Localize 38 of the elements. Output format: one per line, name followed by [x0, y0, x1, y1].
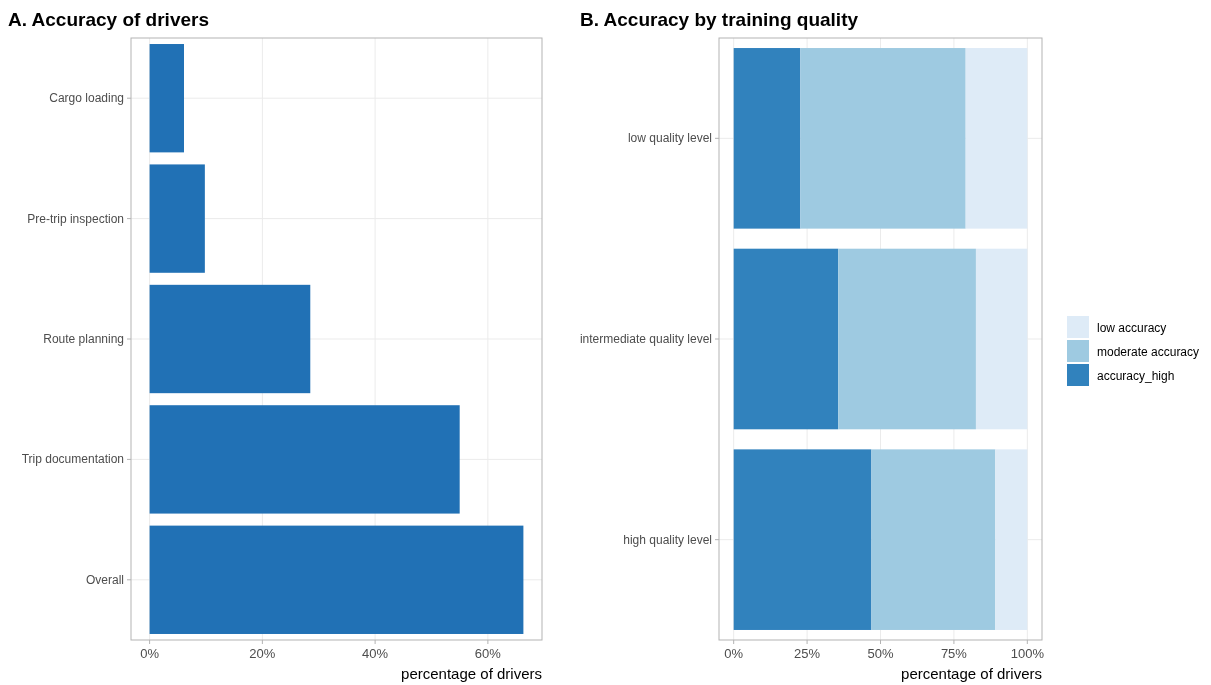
bar — [733, 449, 872, 630]
bar — [800, 48, 966, 229]
bar — [965, 48, 1028, 229]
bar — [733, 48, 801, 229]
x-axis-title: percentage of drivers — [901, 665, 1042, 682]
y-tick-label: Route planning — [43, 332, 124, 346]
chart-title: B. Accuracy by training quality — [580, 9, 859, 30]
bar — [149, 284, 311, 394]
y-tick-label: high quality level — [623, 532, 712, 547]
x-axis-title: percentage of drivers — [401, 665, 542, 682]
x-tick-label: 100% — [1010, 646, 1045, 661]
x-tick-label: 20% — [249, 646, 276, 661]
bar — [838, 248, 976, 430]
bar — [871, 449, 996, 630]
x-tick-label: 25% — [794, 646, 821, 661]
bar — [975, 248, 1028, 430]
y-tick-label: low quality level — [627, 131, 712, 146]
x-tick-label: 75% — [940, 646, 968, 661]
x-tick-label: 40% — [362, 646, 389, 661]
bar — [149, 164, 205, 273]
x-tick-label: 60% — [474, 646, 502, 661]
bar — [149, 525, 524, 634]
bar — [149, 405, 460, 514]
chart-title: A. Accuracy of drivers — [8, 9, 209, 30]
bar — [733, 248, 839, 430]
legend-label: moderate accuracy — [1097, 345, 1200, 359]
x-tick-label: 0% — [140, 646, 160, 661]
y-tick-label: Pre-trip inspection — [27, 211, 124, 226]
y-tick-label: intermediate quality level — [579, 332, 712, 346]
x-tick-label: 0% — [724, 646, 744, 661]
bar — [149, 44, 184, 153]
legend-label: low accuracy — [1097, 321, 1167, 335]
y-tick-label: Overall — [85, 572, 124, 587]
x-tick-label: 50% — [867, 646, 894, 661]
legend-label: accuracy_high — [1097, 369, 1175, 383]
bar — [995, 449, 1028, 630]
y-tick-label: Trip documentation — [21, 452, 124, 467]
y-tick-label: Cargo loading — [49, 91, 124, 106]
